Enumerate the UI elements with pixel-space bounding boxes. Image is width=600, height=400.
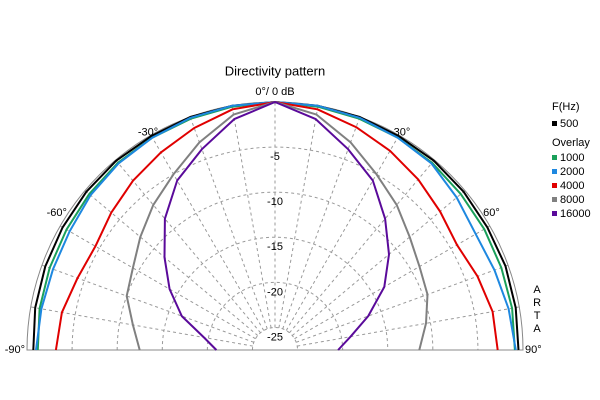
legend-label: 8000 [560,194,584,206]
radial-grid-line [150,134,265,331]
r-tick-label: -10 [267,196,283,208]
series-line [125,101,429,351]
ring-grid-line [206,282,344,351]
watermark: ARTA [531,284,543,336]
ring-grid-line [161,236,389,351]
theta-tick-label: -90° [5,344,25,356]
ring-grid-line [71,146,479,351]
theta-tick-label: 90° [525,344,542,356]
legend-swatch [552,169,557,174]
radial-grid-line [189,116,268,329]
legend-swatch [552,121,557,126]
r-tick-label: -20 [267,286,283,298]
chart-title: Directivity pattern [225,63,325,78]
radial-grid-line [285,134,400,331]
series-line [36,101,516,351]
legend-swatch [552,183,557,188]
theta-tick-label: 0°/ 0 dB [255,86,294,98]
legend-label: 500 [560,118,578,130]
radial-grid-line [282,116,361,329]
theta-tick-label: 60° [483,207,500,219]
ring-grid-line [116,191,434,351]
series-line [54,101,499,351]
r-tick-label: -15 [267,241,283,253]
radial-grid-line [30,306,253,347]
legend-swatch [552,211,557,216]
radial-grid-line [289,159,435,334]
ring-grid-line [251,327,299,351]
legend-label: 2000 [560,166,584,178]
radial-grid-line [59,225,256,340]
overlay-title: Overlay [552,137,590,149]
radial-grid-line [296,264,509,343]
radial-grid-line [115,159,261,334]
series-line [35,101,517,351]
r-tick-label: -5 [270,151,280,163]
legend-label: 4000 [560,180,584,192]
legend-label: 1000 [560,152,584,164]
series-line [163,101,390,351]
radial-grid-line [231,105,272,328]
legend-swatch [552,155,557,160]
radial-grid-line [297,306,520,347]
radial-grid-line [41,264,254,343]
legend-swatch [552,197,557,202]
legend-title: F(Hz) [552,101,580,113]
legend-label: 16000 [560,208,591,220]
radial-grid-line [84,190,259,336]
radial-grid-line [278,105,319,328]
r-tick-label: -25 [267,331,283,343]
theta-tick-label: -60° [47,207,67,219]
radial-grid-line [291,190,466,336]
